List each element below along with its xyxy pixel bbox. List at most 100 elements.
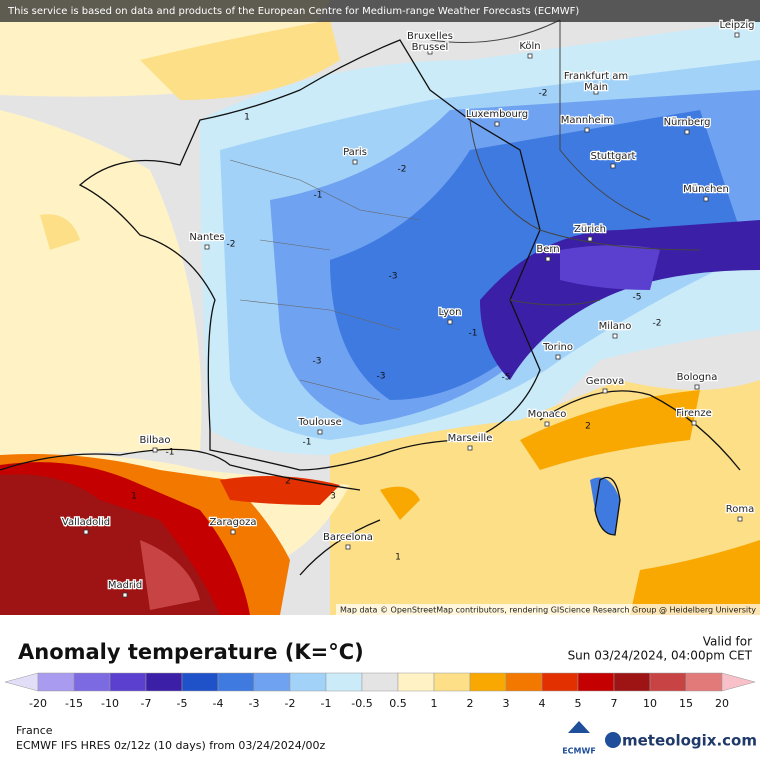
scale-tick-label: 2	[467, 697, 474, 710]
color-swatch	[433, 672, 471, 692]
city-marker	[352, 159, 358, 165]
valid-time: Sun 03/24/2024, 04:00pm CET	[568, 649, 753, 663]
city-label: Torino	[542, 342, 573, 353]
city-label: Frankfurt am Main	[564, 71, 628, 93]
city-marker	[691, 420, 697, 426]
city-marker	[427, 49, 433, 55]
city-marker	[494, 121, 500, 127]
scale-tick-label: 10	[643, 697, 657, 710]
contour-label: -2	[653, 319, 662, 329]
city-marker	[317, 429, 323, 435]
scale-tick-label: -10	[101, 697, 119, 710]
contour-label: -1	[166, 448, 175, 458]
city-marker	[602, 388, 608, 394]
city-label: Bern	[536, 244, 559, 255]
contour-label: -3	[377, 372, 386, 382]
city-marker	[593, 89, 599, 95]
color-swatch	[289, 672, 327, 692]
city-label: Roma	[726, 504, 755, 515]
contour-label: -1	[469, 329, 478, 339]
scale-tick-label: -1	[321, 697, 332, 710]
scale-tick-label: -3	[249, 697, 260, 710]
city-label: Marseille	[448, 433, 493, 444]
color-swatch	[4, 672, 39, 692]
city-marker	[545, 256, 551, 262]
city-marker	[152, 447, 158, 453]
city-marker	[527, 53, 533, 59]
contour-label: -5	[633, 293, 642, 303]
city-marker	[610, 163, 616, 169]
scale-tick-label: 20	[715, 697, 729, 710]
city-label: Mannheim	[561, 115, 613, 126]
contour-label: -5	[502, 373, 511, 383]
city-label: Bruxelles Brussel	[407, 31, 453, 53]
city-label: Bologna	[677, 372, 718, 383]
city-marker	[694, 384, 700, 390]
city-marker	[734, 32, 740, 38]
color-swatch	[685, 672, 723, 692]
contour-label: 2	[585, 422, 591, 432]
city-marker	[83, 529, 89, 535]
city-label: Lyon	[438, 307, 461, 318]
contour-label: 2	[285, 477, 291, 487]
city-label: Nürnberg	[664, 117, 711, 128]
color-swatch	[613, 672, 651, 692]
contour-label: -1	[314, 191, 323, 201]
city-marker	[447, 319, 453, 325]
city-marker	[467, 445, 473, 451]
scale-tick-label: -15	[65, 697, 83, 710]
color-swatch	[145, 672, 183, 692]
valid-label: Valid for	[703, 635, 752, 649]
city-marker	[230, 529, 236, 535]
model-info: ECMWF IFS HRES 0z/12z (10 days) from 03/…	[16, 739, 326, 752]
region: France	[16, 724, 53, 737]
city-marker	[345, 544, 351, 550]
scale-tick-label: -0.5	[351, 697, 372, 710]
color-swatch	[325, 672, 363, 692]
city-label: Toulouse	[297, 417, 341, 428]
color-swatch	[109, 672, 147, 692]
city-label: Stuttgart	[591, 151, 636, 162]
attribution: Map data © OpenStreetMap contributors, r…	[340, 606, 756, 615]
city-label: Zaragoza	[209, 517, 256, 528]
city-label: Zürich	[574, 224, 606, 235]
color-swatch	[361, 672, 399, 692]
city-label: Milano	[599, 321, 632, 332]
contour-label: -2	[227, 240, 236, 250]
city-label: Nantes	[189, 232, 224, 243]
contour-label: -1	[303, 438, 312, 448]
contour-label: 1	[244, 113, 250, 123]
city-marker	[703, 196, 709, 202]
city-label: Madrid	[108, 580, 142, 591]
color-swatch	[217, 672, 255, 692]
city-label: Genova	[586, 376, 624, 387]
city-label: Köln	[519, 41, 540, 52]
contour-label: -2	[398, 165, 407, 175]
scale-tick-label: 3	[503, 697, 510, 710]
color-swatch	[253, 672, 291, 692]
scale-tick-label: -20	[29, 697, 47, 710]
brand: meteologix.com	[622, 732, 757, 750]
contour-label: -3	[313, 357, 322, 367]
city-marker	[204, 244, 210, 250]
scale-tick-label: 0.5	[389, 697, 407, 710]
city-marker	[612, 333, 618, 339]
city-label: Firenze	[676, 408, 712, 419]
city-label: Bilbao	[139, 435, 170, 446]
ecmwf-logo: ECMWF	[562, 747, 596, 756]
color-swatch	[649, 672, 687, 692]
color-swatch	[37, 672, 75, 692]
city-marker	[684, 129, 690, 135]
color-swatch	[469, 672, 507, 692]
city-label: München	[683, 184, 729, 195]
city-marker	[584, 127, 590, 133]
scale-tick-label: -5	[177, 697, 188, 710]
contour-label: 1	[131, 492, 137, 502]
contour-label: -3	[389, 272, 398, 282]
contour-label: -2	[539, 89, 548, 99]
color-swatch	[397, 672, 435, 692]
color-swatch	[181, 672, 219, 692]
scale-tick-label: -4	[213, 697, 224, 710]
scale-tick-label: 7	[611, 697, 618, 710]
